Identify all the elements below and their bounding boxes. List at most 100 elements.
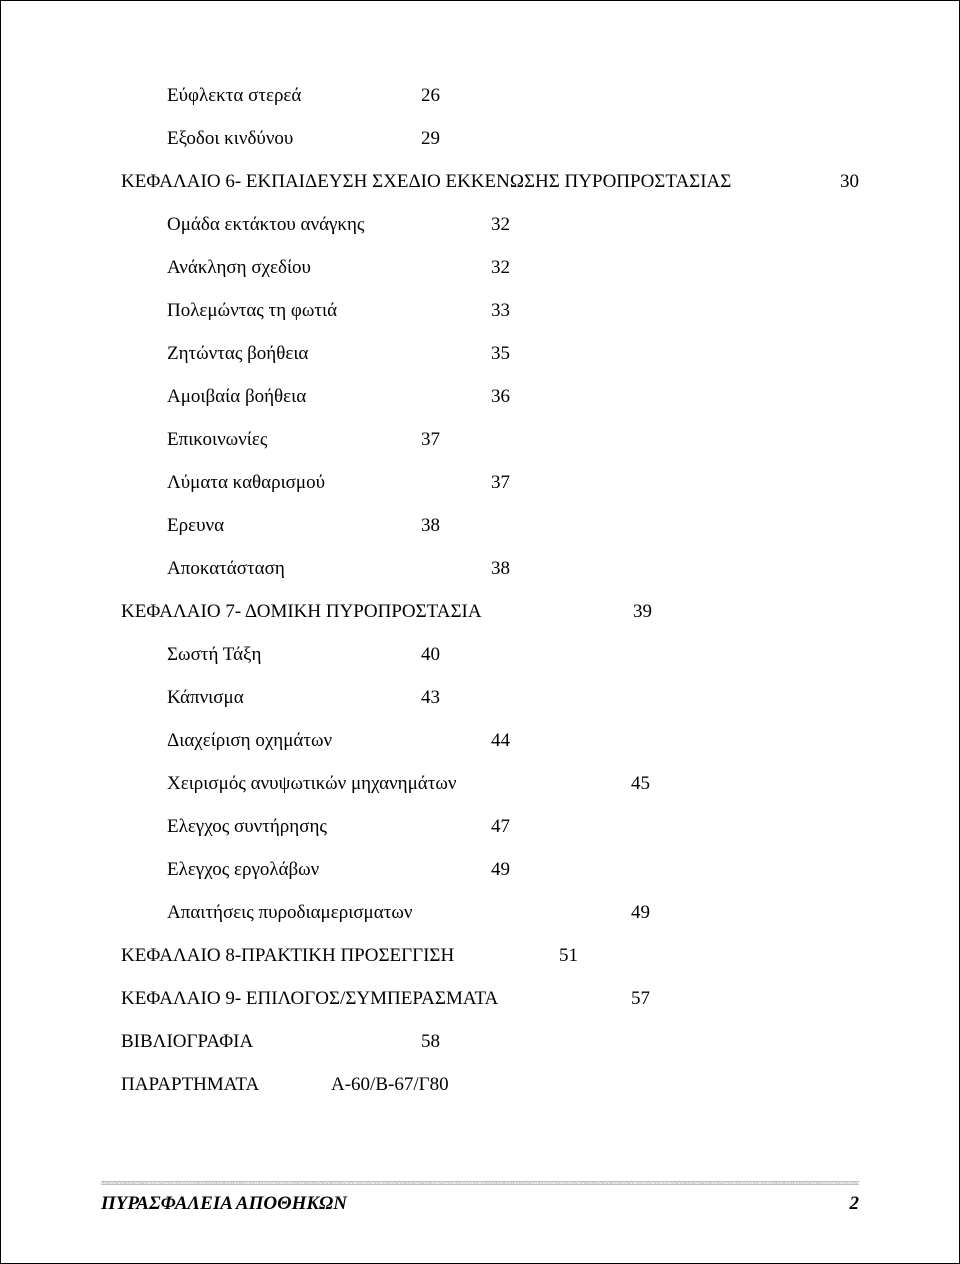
toc-row: Σωστή Τάξη 40 xyxy=(121,645,859,664)
toc-label-wrap: ΚΕΦΑΛΑΙΟ 8-ΠΡΑΚΤΙΚΗ ΠΡΟΣΕΓΓΙΣΗ xyxy=(121,946,559,965)
toc-label-wrap: ΚΕΦΑΛΑΙΟ 9- ΕΠΙΛΟΓΟΣ/ΣΥΜΠΕΡΑΣΜΑΤΑ xyxy=(121,989,631,1008)
toc-row: Επικοινωνίες 37 xyxy=(121,430,859,449)
toc-label: Ανάκληση σχεδίου xyxy=(167,257,311,278)
toc-label: Ερευνα xyxy=(167,515,224,536)
toc-label-wrap: Ζητώντας βοήθεια xyxy=(167,344,491,363)
toc-label-wrap: Εύφλεκτα στερεά xyxy=(167,86,421,105)
toc-label-wrap: ΠΑΡΑΡΤΗΜΑΤΑ xyxy=(121,1075,331,1094)
toc-row: Εύφλεκτα στερεά 26 xyxy=(121,86,859,105)
toc-page-number: 47 xyxy=(491,817,510,836)
toc-page-number: 32 xyxy=(491,215,510,234)
toc-label: ΚΕΦΑΛΑΙΟ 6- ΕΚΠΑΙΔΕΥΣΗ ΣΧΕΔΙΟ ΕΚΚΕΝΩΣΗΣ … xyxy=(121,171,731,192)
document-page: Εύφλεκτα στερεά 26 Εξοδοι κινδύνου 29 ΚΕΦΑΛΑ… xyxy=(0,0,960,1264)
toc-label: Αποκατάσταση xyxy=(167,558,285,579)
toc-label-wrap: Επικοινωνίες xyxy=(167,430,421,449)
toc-label-wrap: Απαιτήσεις πυροδιαμερισματων xyxy=(167,903,631,922)
toc-page-number: Α-60/Β-67/Γ80 xyxy=(331,1075,449,1094)
toc-page-number: 35 xyxy=(491,344,510,363)
toc-page-number: 40 xyxy=(421,645,440,664)
toc-page-number: 37 xyxy=(491,473,510,492)
toc-label: Εξοδοι κινδύνου xyxy=(167,128,293,149)
toc-label: Ελεγχος εργολάβων xyxy=(167,859,319,880)
toc-label-wrap: Αποκατάσταση xyxy=(167,559,491,578)
toc-page-number: 49 xyxy=(491,860,510,879)
toc-page-number: 43 xyxy=(421,688,440,707)
toc-page-number: 26 xyxy=(421,86,440,105)
toc-row: Ερευνα 38 xyxy=(121,516,859,535)
toc-row: Χειρισμός ανυψωτικών μηχανημάτων 45 xyxy=(121,774,859,793)
toc-label: Ζητώντας βοήθεια xyxy=(167,343,308,364)
toc-row: Λύματα καθαρισμού 37 xyxy=(121,473,859,492)
toc-label-wrap: Εξοδοι κινδύνου xyxy=(167,129,421,148)
toc-page-number: 45 xyxy=(631,774,650,793)
toc-label-wrap: ΚΕΦΑΛΑΙΟ 7- ΔΟΜΙΚΗ ΠΥΡΟΠΡΟΣΤΑΣΙΑ xyxy=(121,602,633,621)
toc-label: Πολεμώντας τη φωτιά xyxy=(167,300,337,321)
toc-page-number: 30 xyxy=(840,172,859,191)
toc-label-wrap: ΒΙΒΛΙΟΓΡΑΦΙΑ xyxy=(121,1032,421,1051)
toc-page-number: 44 xyxy=(491,731,510,750)
toc-page-number: 58 xyxy=(421,1032,440,1051)
toc-label: ΠΑΡΑΡΤΗΜΑΤΑ xyxy=(121,1074,259,1095)
toc-label: Διαχείριση οχημάτων xyxy=(167,730,332,751)
toc-label: Κάπνισμα xyxy=(167,687,244,708)
toc-label: ΚΕΦΑΛΑΙΟ 7- ΔΟΜΙΚΗ ΠΥΡΟΠΡΟΣΤΑΣΙΑ xyxy=(121,601,482,622)
toc-page-number: 57 xyxy=(631,989,650,1008)
toc-label: Ελεγχος συντήρησης xyxy=(167,816,327,837)
toc-label-wrap: ΚΕΦΑΛΑΙΟ 6- ΕΚΠΑΙΔΕΥΣΗ ΣΧΕΔΙΟ ΕΚΚΕΝΩΣΗΣ … xyxy=(121,172,840,191)
toc-label: ΒΙΒΛΙΟΓΡΑΦΙΑ xyxy=(121,1031,253,1052)
toc-row: ΚΕΦΑΛΑΙΟ 8-ΠΡΑΚΤΙΚΗ ΠΡΟΣΕΓΓΙΣΗ 51 xyxy=(121,946,859,965)
footer-divider xyxy=(101,1181,859,1185)
toc-label-wrap: Λύματα καθαρισμού xyxy=(167,473,491,492)
toc-row: Απαιτήσεις πυροδιαμερισματων49 xyxy=(121,903,859,922)
toc-label-wrap: Ελεγχος εργολάβων xyxy=(167,860,491,879)
toc-label: Λύματα καθαρισμού xyxy=(167,472,325,493)
toc-label-wrap: Διαχείριση οχημάτων xyxy=(167,731,491,750)
toc-page-number: 33 xyxy=(491,301,510,320)
page-footer: ΠΥΡΑΣΦΑΛΕΙΑ ΑΠΟΘΗΚΩΝ 2 xyxy=(101,1181,859,1215)
toc-label-wrap: Ομάδα εκτάκτου ανάγκης xyxy=(167,215,491,234)
toc-label-wrap: Ερευνα xyxy=(167,516,421,535)
toc-label: Εύφλεκτα στερεά xyxy=(167,85,301,106)
footer-title: ΠΥΡΑΣΦΑΛΕΙΑ ΑΠΟΘΗΚΩΝ xyxy=(101,1193,347,1215)
toc-page-number: 39 xyxy=(633,602,652,621)
footer-page-number: 2 xyxy=(850,1193,860,1215)
toc-label-wrap: Χειρισμός ανυψωτικών μηχανημάτων xyxy=(167,774,631,793)
footer-row: ΠΥΡΑΣΦΑΛΕΙΑ ΑΠΟΘΗΚΩΝ 2 xyxy=(101,1193,859,1215)
toc-page-number: 36 xyxy=(491,387,510,406)
toc-row: Ελεγχος συντήρησης 47 xyxy=(121,817,859,836)
toc-label: Ομάδα εκτάκτου ανάγκης xyxy=(167,214,364,235)
toc-row: Ζητώντας βοήθεια 35 xyxy=(121,344,859,363)
table-of-contents: Εύφλεκτα στερεά 26 Εξοδοι κινδύνου 29 ΚΕΦΑΛΑ… xyxy=(121,86,859,1094)
toc-row: ΒΙΒΛΙΟΓΡΑΦΙΑ 58 xyxy=(121,1032,859,1051)
toc-row: ΠΑΡΑΡΤΗΜΑΤΑ Α-60/Β-67/Γ80 xyxy=(121,1075,859,1094)
toc-label: Απαιτήσεις πυροδιαμερισματων xyxy=(167,902,412,923)
toc-page-number: 51 xyxy=(559,946,578,965)
toc-label: Αμοιβαία βοήθεια xyxy=(167,386,306,407)
toc-page-number: 32 xyxy=(491,258,510,277)
toc-row: ΚΕΦΑΛΑΙΟ 9- ΕΠΙΛΟΓΟΣ/ΣΥΜΠΕΡΑΣΜΑΤΑ 57 xyxy=(121,989,859,1008)
toc-label-wrap: Ανάκληση σχεδίου xyxy=(167,258,491,277)
toc-page-number: 37 xyxy=(421,430,440,449)
toc-label: Σωστή Τάξη xyxy=(167,644,261,665)
toc-row: Αποκατάσταση 38 xyxy=(121,559,859,578)
toc-row: Πολεμώντας τη φωτιά 33 xyxy=(121,301,859,320)
toc-row: Ελεγχος εργολάβων 49 xyxy=(121,860,859,879)
toc-row: Ομάδα εκτάκτου ανάγκης 32 xyxy=(121,215,859,234)
toc-label-wrap: Αμοιβαία βοήθεια xyxy=(167,387,491,406)
toc-row: Εξοδοι κινδύνου 29 xyxy=(121,129,859,148)
toc-label-wrap: Σωστή Τάξη xyxy=(167,645,421,664)
toc-row: Ανάκληση σχεδίου 32 xyxy=(121,258,859,277)
toc-label-wrap: Κάπνισμα xyxy=(167,688,421,707)
toc-label: ΚΕΦΑΛΑΙΟ 8-ΠΡΑΚΤΙΚΗ ΠΡΟΣΕΓΓΙΣΗ xyxy=(121,945,454,966)
toc-row: ΚΕΦΑΛΑΙΟ 6- ΕΚΠΑΙΔΕΥΣΗ ΣΧΕΔΙΟ ΕΚΚΕΝΩΣΗΣ … xyxy=(121,172,859,191)
toc-row: Κάπνισμα 43 xyxy=(121,688,859,707)
toc-page-number: 38 xyxy=(421,516,440,535)
toc-label: Χειρισμός ανυψωτικών μηχανημάτων xyxy=(167,773,456,794)
toc-label-wrap: Ελεγχος συντήρησης xyxy=(167,817,491,836)
toc-row: Αμοιβαία βοήθεια 36 xyxy=(121,387,859,406)
toc-page-number: 29 xyxy=(421,129,440,148)
toc-label: Επικοινωνίες xyxy=(167,429,267,450)
toc-page-number: 38 xyxy=(491,559,510,578)
toc-row: Διαχείριση οχημάτων 44 xyxy=(121,731,859,750)
toc-label: ΚΕΦΑΛΑΙΟ 9- ΕΠΙΛΟΓΟΣ/ΣΥΜΠΕΡΑΣΜΑΤΑ xyxy=(121,988,498,1009)
